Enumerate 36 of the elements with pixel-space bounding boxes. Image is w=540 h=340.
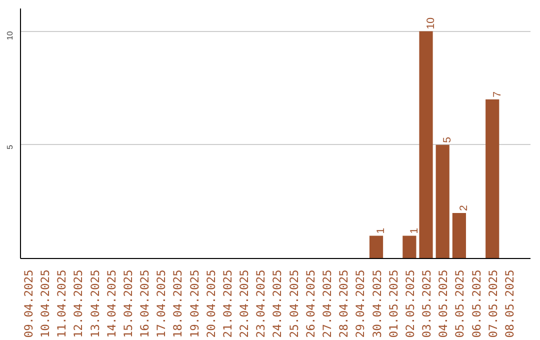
x-tick-label: 23.04.2025 (254, 270, 268, 338)
data-label: 10 (425, 17, 438, 30)
x-tick-label: 15.04.2025 (120, 270, 135, 338)
x-tick-label: 26.04.2025 (303, 270, 318, 338)
x-tick-label: 28.04.2025 (336, 270, 351, 338)
data-label: 1 (408, 228, 420, 234)
x-tick-label: 09.04.2025 (21, 270, 36, 338)
x-tick-label: 06.05.2025 (469, 270, 484, 338)
data-label: 1 (375, 228, 388, 234)
x-tick-label: 10.04.2025 (38, 270, 52, 338)
x-tick-label: 08.05.2025 (502, 270, 516, 338)
x-tick-label: 02.05.2025 (402, 270, 417, 338)
x-tick-label: 04.05.2025 (436, 270, 450, 338)
data-label: 7 (491, 91, 504, 98)
x-tick-label: 20.04.2025 (204, 270, 218, 338)
x-tick-label: 13.04.2025 (88, 270, 102, 338)
x-tick-label: 29.04.2025 (353, 270, 368, 338)
x-tick-label: 14.04.2025 (104, 270, 118, 338)
x-tick-label: 30.04.2025 (370, 270, 384, 338)
x-tick-label: 05.05.2025 (452, 270, 467, 338)
x-tick-label: 07.05.2025 (486, 270, 500, 338)
data-label: 5 (442, 136, 454, 143)
x-tick-label: 19.04.2025 (187, 270, 202, 338)
x-tick-label: 24.04.2025 (270, 270, 284, 338)
x-tick-label: 21.04.2025 (220, 270, 234, 338)
x-tick-label: 22.04.2025 (237, 270, 252, 338)
x-tick-label: 16.04.2025 (138, 270, 152, 338)
x-tick-label: 01.05.2025 (386, 270, 400, 338)
data-label: 2 (458, 205, 470, 212)
x-tick-label: 27.04.2025 (320, 270, 334, 338)
x-tick-label: 25.04.2025 (286, 270, 301, 338)
x-tick-label: 03.05.2025 (420, 270, 434, 338)
x-tick-label: 12.04.2025 (71, 270, 86, 338)
x-tick-label: 11.04.2025 (54, 270, 69, 338)
x-tick-label: 18.04.2025 (170, 270, 185, 338)
x-tick-label: 17.04.2025 (154, 270, 168, 338)
